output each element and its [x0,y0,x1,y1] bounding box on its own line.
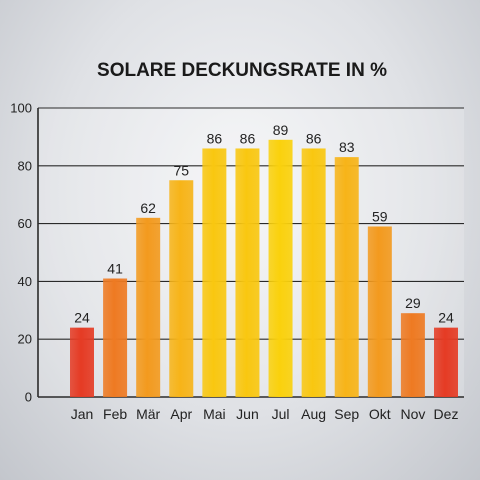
x-tick-label: Aug [301,406,326,422]
bar-jan [70,327,94,397]
bar-dez [434,327,458,397]
value-labels: 24 41 62 75 86 86 89 86 83 59 29 24 [74,122,454,326]
value-label: 24 [74,310,90,326]
y-tick-label: 20 [18,332,32,347]
x-tick-label: Mär [136,406,160,422]
y-axis-ticks: 0 20 40 60 80 100 [10,101,32,405]
value-label: 89 [273,122,289,138]
bar-okt [367,226,392,397]
y-tick-label: 80 [18,158,32,173]
value-label: 83 [339,139,355,155]
value-label: 86 [240,130,256,146]
bars [70,139,458,398]
chart-title: SOLARE DECKUNGSRATE IN % [97,60,387,81]
value-label: 41 [107,261,123,277]
bar-mär [136,217,161,397]
x-tick-label: Nov [400,406,425,422]
bar-nov [400,313,425,397]
x-tick-label: Jan [71,406,94,422]
x-tick-label: Dez [434,406,459,422]
value-label: 29 [405,295,421,311]
bar-sep [334,157,359,397]
bar-apr [169,180,194,397]
value-label: 62 [140,200,156,216]
bar-jun [235,148,260,397]
x-tick-label: Sep [334,406,359,422]
y-tick-label: 0 [25,390,32,405]
bar-mai [202,148,227,397]
value-label: 86 [306,130,322,146]
x-tick-label: Jul [272,406,290,422]
value-label: 75 [173,162,189,178]
value-label: 86 [207,130,223,146]
bar-aug [301,148,326,397]
value-label: 24 [438,310,454,326]
bar-feb [103,278,128,397]
y-tick-label: 40 [18,274,32,289]
value-label: 59 [372,208,388,224]
x-tick-label: Apr [170,406,192,422]
x-tick-label: Feb [103,406,127,422]
x-tick-label: Mai [203,406,226,422]
x-tick-label: Okt [369,406,391,422]
y-tick-label: 100 [10,101,32,116]
bar-jul [268,139,293,398]
x-axis-ticks: Jan Feb Mär Apr Mai Jun Jul Aug Sep Okt Nov Dez [71,406,459,422]
y-tick-label: 60 [18,216,32,231]
x-tick-label: Jun [236,406,259,422]
